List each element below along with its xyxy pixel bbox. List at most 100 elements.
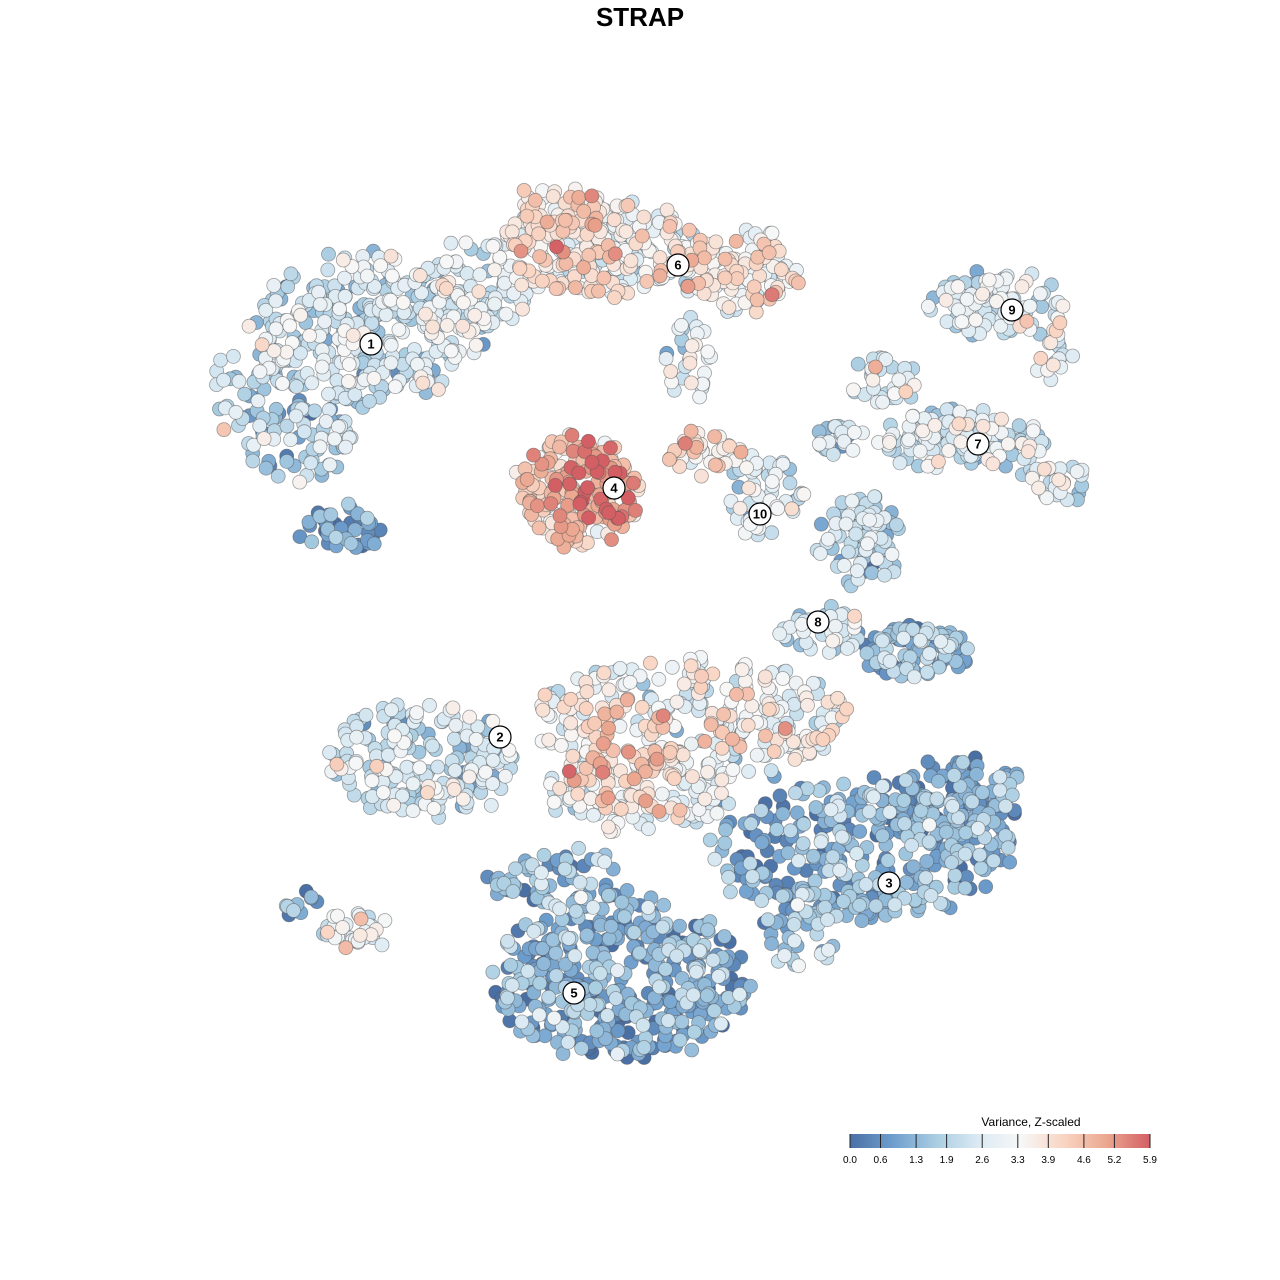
scatter-point bbox=[443, 343, 459, 359]
scatter-point bbox=[576, 203, 592, 219]
scatter-point bbox=[597, 706, 613, 722]
scatter-point bbox=[901, 432, 917, 448]
scatter-point bbox=[422, 698, 437, 713]
scatter-point bbox=[919, 664, 935, 680]
scatter-point bbox=[531, 520, 547, 536]
scatter-point bbox=[1052, 315, 1068, 331]
scatter-point bbox=[1019, 313, 1035, 329]
scatter-point bbox=[1055, 298, 1071, 314]
scatter-point bbox=[839, 701, 854, 717]
scatter-point bbox=[552, 901, 567, 917]
scatter-point bbox=[600, 1008, 615, 1023]
scatter-point bbox=[609, 704, 625, 720]
scatter-point bbox=[841, 544, 856, 560]
scatter-point bbox=[312, 297, 328, 312]
scatter-point bbox=[526, 447, 541, 463]
scatter-point bbox=[717, 251, 733, 267]
scatter-point bbox=[369, 758, 385, 774]
scatter-point bbox=[564, 427, 580, 443]
scatter-point bbox=[711, 969, 726, 984]
cluster-label-text: 6 bbox=[674, 258, 681, 273]
scatter-point bbox=[869, 551, 885, 567]
scatter-point bbox=[652, 268, 668, 284]
scatter-point bbox=[672, 1032, 688, 1048]
scatter-point bbox=[439, 254, 455, 270]
scatter-point bbox=[340, 496, 356, 512]
scatter-point bbox=[252, 418, 268, 434]
scatter-point bbox=[383, 248, 399, 264]
scatter-point bbox=[700, 764, 715, 780]
scatter-point bbox=[387, 728, 402, 744]
scatter-point bbox=[806, 848, 821, 864]
scatter-point bbox=[861, 804, 877, 820]
scatter-point bbox=[283, 266, 299, 282]
legend-tick-label: 2.6 bbox=[975, 1155, 989, 1166]
scatter-point bbox=[595, 765, 611, 780]
scatter-point bbox=[638, 793, 653, 809]
scatter-point bbox=[919, 854, 935, 869]
scatter-point bbox=[596, 665, 612, 681]
scatter-point bbox=[610, 963, 625, 978]
scatter-point bbox=[568, 280, 583, 296]
cluster-label-text: 2 bbox=[496, 730, 503, 745]
scatter-point bbox=[537, 687, 553, 703]
scatter-point bbox=[834, 829, 850, 845]
scatter-point bbox=[535, 941, 550, 956]
scatter-point bbox=[586, 807, 601, 823]
scatter-point bbox=[761, 702, 777, 717]
scatter-point bbox=[418, 306, 433, 322]
scatter-point bbox=[906, 669, 922, 685]
scatter-point bbox=[541, 989, 557, 1005]
scatter-point bbox=[231, 373, 247, 389]
scatter-point bbox=[663, 364, 679, 379]
scatter-point bbox=[328, 530, 344, 545]
scatter-point bbox=[225, 348, 241, 364]
scatter-point bbox=[607, 290, 622, 306]
scatter-point bbox=[461, 769, 477, 785]
scatter-point bbox=[732, 500, 748, 516]
scatter-point bbox=[745, 869, 760, 884]
scatter-point bbox=[571, 189, 587, 205]
scatter-point bbox=[957, 880, 973, 896]
scatter-point bbox=[1069, 464, 1085, 480]
scatter-point bbox=[1011, 418, 1027, 434]
scatter-point bbox=[749, 292, 765, 308]
scatter-point bbox=[659, 202, 675, 218]
scatter-point bbox=[859, 645, 875, 661]
scatter-point bbox=[882, 804, 898, 820]
scatter-point bbox=[923, 888, 939, 903]
scatter-point bbox=[950, 279, 966, 295]
scatter-point bbox=[912, 632, 928, 648]
scatter-point bbox=[560, 1034, 576, 1050]
scatter-point bbox=[266, 277, 282, 293]
scatter-point bbox=[531, 226, 547, 242]
scatter-point bbox=[864, 565, 880, 581]
scatter-point bbox=[343, 536, 359, 551]
scatter-point bbox=[717, 835, 733, 851]
scatter-point bbox=[786, 917, 802, 932]
scatter-point bbox=[415, 375, 431, 391]
scatter-point bbox=[581, 247, 597, 263]
scatter-point bbox=[619, 692, 635, 708]
scatter-point bbox=[728, 233, 744, 249]
scatter-point bbox=[975, 785, 990, 800]
scatter-point bbox=[787, 933, 802, 949]
scatter-point bbox=[446, 782, 462, 797]
scatter-point bbox=[868, 898, 884, 914]
scatter-point bbox=[307, 403, 323, 419]
scatter-point bbox=[399, 759, 415, 775]
scatter-point bbox=[250, 393, 266, 409]
scatter-point bbox=[1036, 461, 1052, 477]
scatter-point bbox=[706, 1003, 722, 1019]
scatter-point bbox=[875, 828, 890, 844]
scatter-point bbox=[713, 1016, 729, 1032]
scatter-point bbox=[626, 771, 642, 787]
scatter-point bbox=[849, 563, 865, 579]
scatter-point bbox=[764, 474, 780, 489]
scatter-point bbox=[532, 249, 547, 265]
scatter-point bbox=[975, 418, 991, 434]
scatter-point bbox=[340, 373, 356, 389]
scatter-point bbox=[896, 630, 911, 646]
scatter-point bbox=[361, 393, 377, 409]
scatter-point bbox=[579, 927, 595, 943]
